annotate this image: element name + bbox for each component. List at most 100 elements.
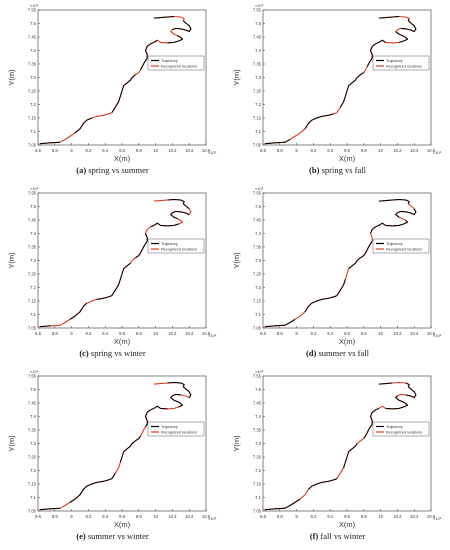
y-tick-label: 7.2 [255, 468, 261, 473]
x-tick-label: 9.8 [136, 331, 142, 336]
caption-text: fall vs winter [320, 531, 366, 541]
trajectory-line [39, 381, 192, 511]
y-tick-label: 7.55 [28, 374, 37, 379]
x-tick-label: 9.8 [361, 514, 367, 519]
x-tick-label: 8.8 [277, 148, 283, 153]
y-tick-label: 7.45 [28, 401, 37, 406]
y-tick-label: 7.3 [255, 441, 261, 446]
x-tick-label: 9.6 [344, 514, 350, 519]
x-tick-label: 9 [70, 331, 73, 336]
x-tick-label: 8.6 [260, 148, 266, 153]
y-tick-label: 7.55 [253, 374, 262, 379]
recognized-segment [343, 443, 358, 468]
trajectory-line [39, 15, 192, 145]
y-exponent: ×10⁶ [255, 369, 264, 374]
x-tick-label: 9.4 [327, 331, 333, 336]
x-tick-label: 9 [295, 148, 298, 153]
y-tick-label: 7.35 [28, 245, 37, 250]
y-tick-label: 7.15 [28, 482, 37, 487]
legend-box [147, 238, 205, 254]
y-tick-label: 7.2 [255, 102, 261, 107]
y-axis-label: Y(m) [7, 69, 16, 86]
axes-frame [37, 192, 207, 329]
caption-letter: (f) [309, 531, 319, 541]
y-tick-label: 7.1 [255, 312, 261, 317]
y-tick-label: 7.15 [253, 116, 262, 121]
trajectory-line [264, 381, 417, 511]
x-tick-label: 8.6 [35, 331, 41, 336]
x-tick-label: 9 [70, 514, 73, 519]
caption-letter: (d) [305, 348, 317, 358]
y-tick-label: 7.25 [28, 272, 37, 277]
x-tick-label: 9.2 [310, 331, 316, 336]
y-tick-label: 7.3 [30, 75, 36, 80]
legend-entry-recognized: Recognized locations [161, 65, 197, 69]
y-tick-label: 7.25 [28, 455, 37, 460]
y-tick-label: 7.1 [255, 129, 261, 134]
recognized-segment [119, 435, 141, 463]
x-tick-label: 10.6 [427, 331, 436, 336]
x-tick-label: 10.6 [427, 148, 436, 153]
y-tick-label: 7.1 [30, 129, 36, 134]
recognized-segment [167, 382, 192, 398]
chart-a: 8.6 8.8 9 9.2 9.4 9.6 9.8 10 10.2 10.4 10.6 7.05 7.1… [7, 3, 217, 163]
x-tick-label: 8.8 [52, 331, 58, 336]
recognized-segment [395, 31, 408, 43]
legend-entry-recognized: Recognized locations [161, 248, 197, 252]
recognized-segment [111, 74, 136, 113]
chart-c: 8.6 8.8 9 9.2 9.4 9.6 9.8 10 10.2 10.4 10.6 7.05 7.1… [7, 186, 217, 346]
x-axis-label: X(m) [114, 520, 131, 529]
axes-frame [37, 375, 207, 512]
axes-frame [262, 375, 432, 512]
y-tick-label: 7.15 [253, 299, 262, 304]
recognized-segment [366, 39, 386, 67]
caption-text: summer vs winter [87, 531, 149, 541]
x-tick-label: 10.2 [168, 331, 177, 336]
y-tick-label: 7.1 [30, 312, 36, 317]
y-tick-label: 7.05 [28, 326, 37, 331]
legend-entry-trajectory: Trajectory [161, 425, 178, 429]
chart-b: 8.6 8.8 9 9.2 9.4 9.6 9.8 10 10.2 10.4 10.6 7.05 7.1… [232, 3, 442, 163]
recognized-segment [304, 279, 346, 313]
x-tick-label: 10.4 [185, 331, 194, 336]
x-tick-label: 10.2 [168, 514, 177, 519]
recognized-segment [74, 117, 92, 134]
x-tick-label: 9.8 [136, 514, 142, 519]
legend-entry-trajectory: Trajectory [161, 59, 178, 63]
y-axis-label: Y(m) [7, 252, 16, 269]
recognized-segment [167, 35, 183, 44]
y-tick-label: 7.25 [253, 272, 262, 277]
y-tick-label: 7.2 [255, 285, 261, 290]
x-tick-label: 9.6 [119, 331, 125, 336]
y-tick-label: 7.45 [28, 218, 37, 223]
caption-e: (e) summer vs winter [0, 531, 225, 541]
x-tick-label: 9.2 [85, 514, 91, 519]
recognized-segment [264, 139, 291, 145]
x-axis-label: X(m) [114, 337, 131, 346]
y-tick-label: 7.05 [253, 326, 262, 331]
y-exponent: ×10⁶ [255, 3, 264, 8]
x-axis-label: X(m) [114, 154, 131, 163]
caption-text: summer vs fall [318, 348, 370, 358]
x-tick-label: 9.4 [102, 514, 108, 519]
recognized-segment [69, 302, 88, 320]
x-exponent: ×10⁵ [208, 333, 217, 338]
x-tick-label: 9 [70, 148, 73, 153]
x-tick-label: 9.4 [102, 148, 108, 153]
x-tick-label: 10 [153, 148, 158, 153]
x-axis-label: X(m) [339, 520, 356, 529]
x-tick-label: 10.4 [410, 331, 419, 336]
x-tick-label: 9.2 [310, 148, 316, 153]
axes-frame [262, 192, 432, 329]
legend-entry-trajectory: Trajectory [386, 425, 403, 429]
y-tick-label: 7.05 [253, 143, 262, 148]
recognized-segment [150, 222, 180, 228]
recognized-segment [39, 141, 60, 145]
caption-text: spring vs summer [88, 165, 149, 175]
legend-box [147, 55, 205, 71]
y-tick-label: 7.55 [28, 8, 37, 13]
x-tick-label: 10.2 [393, 514, 402, 519]
x-tick-label: 10.4 [185, 148, 194, 153]
x-exponent: ×10⁵ [433, 516, 442, 521]
x-tick-label: 8.6 [35, 148, 41, 153]
